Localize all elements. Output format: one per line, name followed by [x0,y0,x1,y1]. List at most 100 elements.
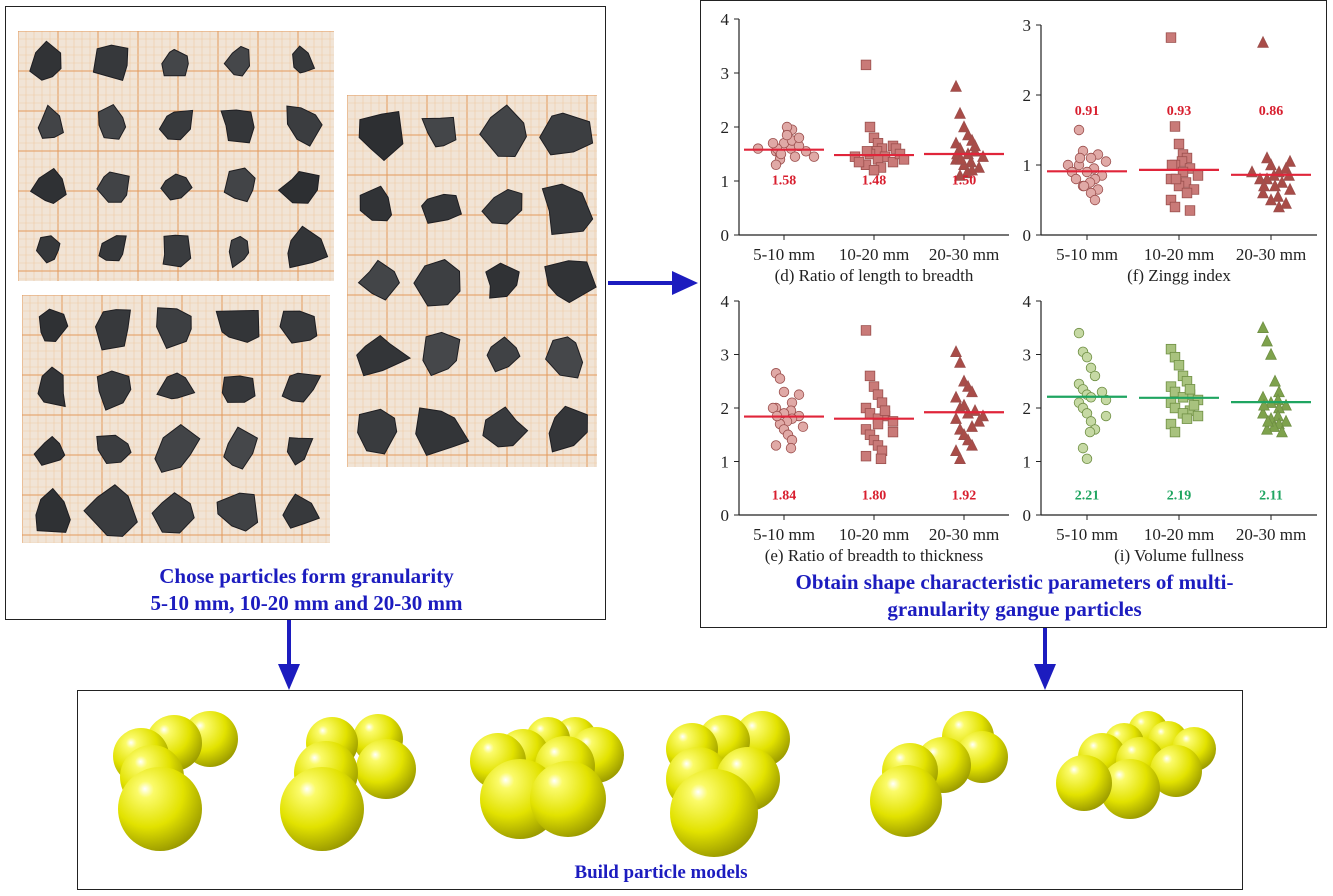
rock-particle [92,44,129,82]
data-point [1070,173,1082,185]
data-point [1280,196,1292,209]
x-tick-label: 5-10 mm [753,525,815,544]
data-point [1077,442,1089,454]
sphere [1100,759,1160,819]
data-point [1188,400,1200,411]
rock-particle [156,307,192,350]
rock-particle [545,336,584,379]
x-tick-label: 10-20 mm [1144,245,1214,264]
y-tick-label: 2 [721,118,730,137]
data-point [1100,156,1112,167]
rock-particle [356,334,412,377]
data-point [1165,32,1177,43]
sphere [670,769,758,857]
data-point [1265,193,1277,206]
data-point [961,166,973,179]
data-point [887,416,899,427]
data-point [789,151,801,162]
rock-particle [158,109,194,141]
data-point [778,386,790,398]
data-point [969,139,981,152]
particle-photo-small-set-a [18,31,334,281]
rock-particle [421,193,463,224]
particle-model [870,711,1008,837]
mean-label: 2.19 [1167,489,1192,504]
rock-particle [33,435,66,466]
particle-model [666,711,790,857]
data-point [1269,374,1281,387]
data-point [864,370,876,382]
y-tick-label: 2 [721,399,730,418]
data-point [954,452,966,465]
chart-caption: (d) Ratio of length to breadth [775,266,974,285]
data-point [1257,186,1269,199]
photo-2-svg [22,295,330,543]
mean-label: 0.93 [1167,104,1192,119]
data-point [770,440,782,451]
data-point [1272,189,1284,202]
data-point [887,156,899,168]
rock-particle [96,171,130,203]
rock-particle [541,183,594,236]
mean-label: 0.91 [1075,104,1100,119]
data-point [1257,35,1269,48]
data-point [793,132,805,144]
chart-length-breadth: 0 1 2 3 4 5-10 mm 10-20 mm 20-30 mm (d) Ratio of… [701,1,1015,291]
x-tick-label: 10-20 mm [839,245,909,264]
particle-model [113,711,238,851]
x-tick-label: 20-30 mm [1236,525,1306,544]
chart-e-svg: 0 1 2 3 4 5-10 mm 10-20 mm 20-30 mm (e) Ratio of… [721,292,1009,565]
rock-particle [281,372,322,403]
data-point [1084,426,1096,438]
x-tick-label: 20-30 mm [1236,245,1306,264]
data-point [1258,398,1270,411]
data-point [1262,414,1274,427]
rock-particle [277,171,320,204]
x-tick-label: 20-30 mm [929,245,999,264]
rock-particle [35,487,71,533]
y-tick-label: 1 [721,453,730,472]
rock-particle [215,309,260,343]
x-tick-label: 10-20 mm [839,525,909,544]
rock-particle [228,235,250,269]
data-point [977,150,989,162]
rock-particle [486,336,521,373]
y-tick-label: 0 [721,226,730,245]
sphere [870,765,942,837]
data-point [1276,425,1288,438]
photo-1-svg [18,31,334,281]
x-tick-label: 5-10 mm [1056,525,1118,544]
data-point [1257,321,1269,333]
chart-f-svg: 0 1 2 3 5-10 mm 10-20 mm 20-30 mm (f) Zingg ind… [1023,16,1317,285]
x-tick-label: 5-10 mm [1056,245,1118,264]
particle-model [470,717,624,839]
y-tick-label: 3 [1023,16,1032,35]
data-point [1284,154,1296,167]
data-point [793,389,805,400]
sphere [1056,755,1112,811]
left-caption: Chose particles form granularity 5-10 mm… [6,563,607,617]
data-point [1173,360,1185,371]
data-point [1284,182,1296,195]
rock-particle [83,484,138,537]
chart-volume-fullness: 0 1 2 3 4 5-10 mm 10-20 mm 20-30 mm (i) Volume f… [1007,283,1327,573]
data-point [950,390,962,403]
y-tick-label: 3 [721,346,730,365]
right-panel: 0 1 2 3 4 5-10 mm 10-20 mm 20-30 mm (d) Ratio of… [700,0,1327,628]
rock-particle [286,437,314,466]
mean-label: 1.50 [952,173,977,188]
particle-model [280,714,416,851]
rock-particle [421,116,457,148]
data-point [1280,398,1292,411]
bottom-caption: Build particle models [574,862,748,883]
sphere [530,761,606,837]
rock-particle [282,493,321,529]
sphere [356,739,416,799]
data-point [774,373,786,384]
data-point [1276,175,1288,188]
rock-particle [35,235,61,264]
sphere [280,767,364,851]
particle-models-svg [113,711,1216,857]
data-point [1181,187,1193,199]
x-tick-label: 10-20 mm [1144,525,1214,544]
